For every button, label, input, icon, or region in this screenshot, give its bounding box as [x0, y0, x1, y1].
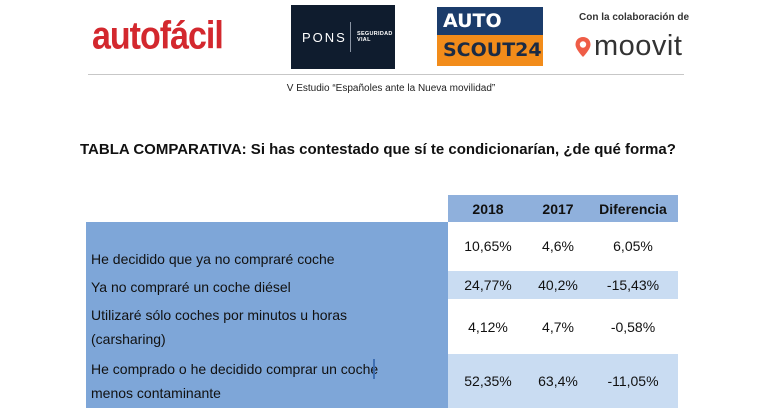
pons-logo-subtext: SEGURIDAD VIAL	[357, 31, 393, 43]
table-cell-diferencia: -11,05%	[588, 354, 678, 408]
location-pin-icon	[574, 36, 592, 58]
header-divider	[88, 74, 684, 75]
table-row-label: He decidido que ya no compraré coche	[86, 245, 448, 273]
table-row-label-text: He comprado o he decidido comprar un coc…	[91, 361, 379, 401]
table-row-label: Utilizaré sólo coches por minutos u hora…	[86, 302, 448, 352]
table-cell-diferencia: -15,43%	[588, 271, 678, 299]
table-cell-2018: 4,12%	[448, 300, 528, 353]
table-cell-2018: 24,77%	[448, 271, 528, 299]
collaboration-text: Con la colaboración de	[579, 12, 690, 23]
table-cell-2017: 40,2%	[528, 271, 588, 299]
table-cell-2017: 4,6%	[528, 222, 588, 270]
table-cell-2018: 52,35%	[448, 354, 528, 408]
pons-logo-divider	[350, 22, 351, 52]
autoscout24-logo: AUTO SCOUT24	[437, 7, 543, 66]
table-cell-diferencia: 6,05%	[588, 222, 678, 270]
text-cursor-mark	[373, 359, 375, 379]
table-title: TABLA COMPARATIVA: Si has contestado que…	[80, 141, 676, 158]
pons-logo: PONS SEGURIDAD VIAL	[291, 5, 395, 69]
moovit-logo-word: moovit	[594, 30, 683, 62]
table-row-label: He comprado o he decidido comprar un coc…	[86, 356, 448, 408]
study-subtitle: V Estudio “Españoles ante la Nueva movil…	[286, 83, 496, 94]
column-header-diferencia: Diferencia	[588, 195, 678, 222]
autoscout24-logo-top: AUTO	[437, 7, 543, 35]
table-cell-diferencia: -0,58%	[588, 300, 678, 353]
column-header-2017: 2017	[528, 195, 588, 222]
autoscout24-logo-bottom: SCOUT24	[437, 35, 543, 66]
pons-logo-word: PONS	[302, 29, 347, 45]
table-cell-2017: 4,7%	[528, 300, 588, 353]
autofacil-logo: autofácil	[92, 14, 224, 58]
table-cell-2018: 10,65%	[448, 222, 528, 270]
moovit-logo: moovit	[574, 30, 682, 63]
table-row-label: Ya no compraré un coche diésel	[86, 274, 448, 300]
column-header-2018: 2018	[448, 195, 528, 222]
table-row-label-text: Utilizaré sólo coches por minutos u hora…	[91, 307, 348, 347]
table-cell-2017: 63,4%	[528, 354, 588, 408]
